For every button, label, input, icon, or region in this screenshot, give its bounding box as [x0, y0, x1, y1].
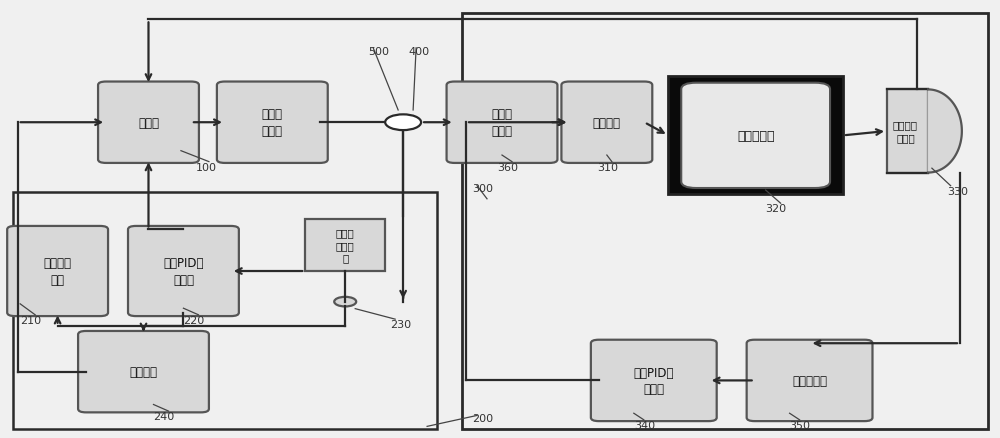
Text: 360: 360 [497, 162, 518, 172]
Text: 第二光电
探测器: 第二光电 探测器 [893, 120, 918, 143]
Text: 第二PID锁
定装置: 第二PID锁 定装置 [634, 366, 674, 395]
FancyBboxPatch shape [561, 82, 652, 163]
Text: 320: 320 [766, 204, 787, 214]
FancyBboxPatch shape [98, 82, 199, 163]
Text: 光学谐振腔: 光学谐振腔 [737, 130, 774, 142]
Bar [13, 193, 437, 428]
Text: 200: 200 [472, 413, 493, 423]
Text: 100: 100 [196, 162, 217, 172]
Bar [887, 90, 928, 173]
Bar [668, 77, 843, 195]
Text: 350: 350 [790, 420, 811, 430]
FancyBboxPatch shape [747, 340, 872, 421]
Circle shape [334, 297, 356, 307]
Text: 400: 400 [408, 46, 429, 57]
Text: 检相装置: 检相装置 [129, 365, 157, 378]
Bar [462, 14, 988, 428]
Text: 第一光
电探测
器: 第一光 电探测 器 [336, 228, 355, 262]
Text: 240: 240 [153, 411, 175, 421]
Text: 透镜匹
配元件: 透镜匹 配元件 [491, 108, 512, 138]
Text: 反射镜片: 反射镜片 [593, 117, 621, 130]
FancyBboxPatch shape [7, 226, 108, 316]
Text: 300: 300 [472, 184, 493, 194]
Polygon shape [928, 90, 962, 173]
Text: 激光器: 激光器 [138, 117, 159, 130]
FancyBboxPatch shape [217, 82, 328, 163]
Text: 340: 340 [634, 420, 655, 430]
FancyBboxPatch shape [447, 82, 557, 163]
Circle shape [385, 115, 421, 131]
Text: 220: 220 [183, 315, 205, 325]
Text: 反馈调
节元件: 反馈调 节元件 [262, 108, 283, 138]
Text: 230: 230 [390, 319, 411, 329]
Text: 锁相放大器: 锁相放大器 [792, 374, 827, 387]
Bar [305, 219, 385, 272]
Text: 310: 310 [597, 162, 618, 172]
FancyBboxPatch shape [78, 331, 209, 413]
Text: 射频放大
装置: 射频放大 装置 [44, 257, 72, 286]
FancyBboxPatch shape [128, 226, 239, 316]
FancyBboxPatch shape [681, 84, 830, 189]
Text: 210: 210 [20, 315, 41, 325]
Text: 330: 330 [947, 186, 968, 196]
Text: 第一PID锁
定装置: 第一PID锁 定装置 [163, 257, 204, 286]
FancyBboxPatch shape [591, 340, 717, 421]
Text: 500: 500 [368, 46, 389, 57]
